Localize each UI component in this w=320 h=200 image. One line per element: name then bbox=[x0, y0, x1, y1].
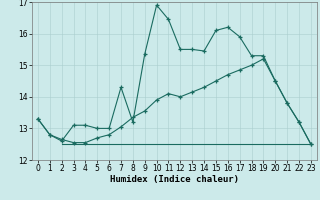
X-axis label: Humidex (Indice chaleur): Humidex (Indice chaleur) bbox=[110, 175, 239, 184]
